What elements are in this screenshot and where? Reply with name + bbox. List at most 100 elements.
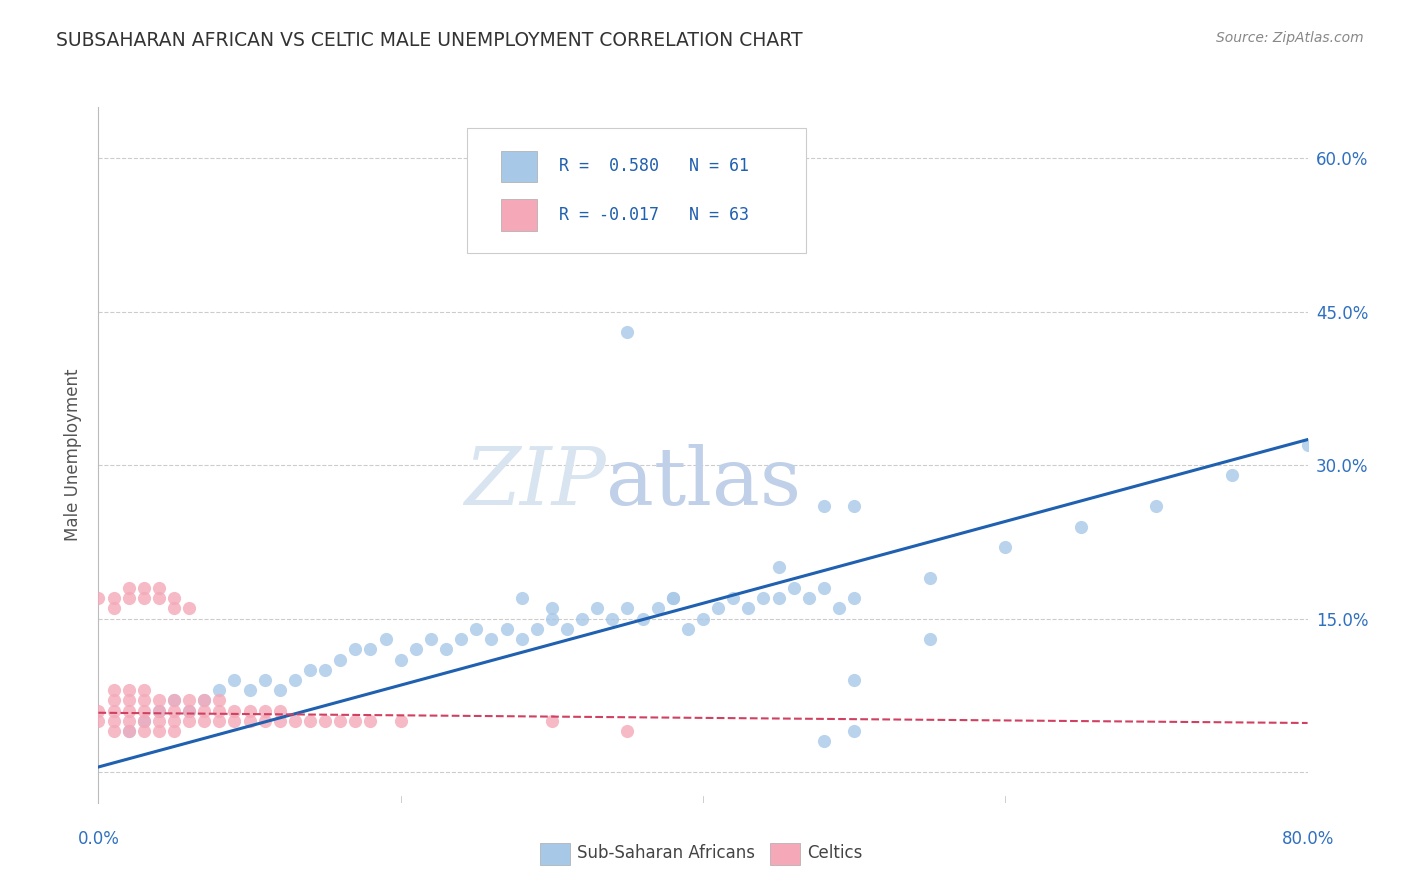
Point [118, 704, 141, 718]
Point [87, 714, 110, 728]
Point [103, 601, 125, 615]
Point [132, 591, 155, 606]
Point [662, 591, 685, 606]
Point [284, 714, 307, 728]
Point [540, 714, 562, 728]
Point [208, 704, 231, 718]
Text: Sub-Saharan Africans: Sub-Saharan Africans [578, 844, 755, 862]
Text: R =  0.580   N = 61: R = 0.580 N = 61 [560, 157, 749, 175]
Y-axis label: Male Unemployment: Male Unemployment [65, 368, 83, 541]
Point [193, 704, 215, 718]
Point [118, 581, 141, 595]
Point [239, 714, 262, 728]
Point [148, 581, 170, 595]
Point [752, 591, 775, 606]
Point [344, 714, 367, 728]
Point [118, 724, 141, 739]
Point [360, 714, 382, 728]
Point [1220, 468, 1243, 483]
Point [163, 601, 186, 615]
Text: atlas: atlas [606, 443, 801, 522]
Text: 0.0%: 0.0% [77, 830, 120, 847]
Point [179, 714, 201, 728]
Point [193, 714, 215, 728]
Point [918, 632, 941, 646]
Point [148, 704, 170, 718]
Point [224, 673, 246, 687]
Point [87, 591, 110, 606]
Point [163, 591, 186, 606]
Point [179, 704, 201, 718]
Point [344, 642, 367, 657]
Point [148, 693, 170, 707]
Point [737, 601, 759, 615]
Point [918, 571, 941, 585]
Point [299, 714, 322, 728]
Point [631, 612, 654, 626]
Point [813, 734, 835, 748]
Point [844, 591, 866, 606]
Point [253, 714, 276, 728]
FancyBboxPatch shape [769, 843, 800, 865]
FancyBboxPatch shape [501, 151, 537, 182]
Point [269, 714, 291, 728]
Point [844, 673, 866, 687]
Point [179, 704, 201, 718]
Point [253, 704, 276, 718]
Point [148, 714, 170, 728]
Point [586, 601, 609, 615]
Point [132, 714, 155, 728]
Point [118, 724, 141, 739]
Point [797, 591, 820, 606]
Point [103, 704, 125, 718]
Point [360, 642, 382, 657]
Point [239, 683, 262, 698]
Point [132, 683, 155, 698]
Point [405, 642, 427, 657]
Point [148, 591, 170, 606]
Point [616, 601, 638, 615]
Point [163, 714, 186, 728]
Point [768, 591, 790, 606]
Point [510, 632, 533, 646]
Text: ZIP: ZIP [464, 444, 606, 522]
Point [813, 581, 835, 595]
FancyBboxPatch shape [501, 199, 537, 230]
Point [163, 704, 186, 718]
Point [602, 612, 624, 626]
Point [284, 673, 307, 687]
Point [329, 714, 352, 728]
Point [208, 683, 231, 698]
Point [179, 601, 201, 615]
Point [723, 591, 745, 606]
Point [707, 601, 730, 615]
Point [329, 652, 352, 666]
Point [132, 714, 155, 728]
Point [389, 714, 412, 728]
Point [616, 724, 638, 739]
Point [269, 683, 291, 698]
Point [994, 540, 1017, 554]
Text: SUBSAHARAN AFRICAN VS CELTIC MALE UNEMPLOYMENT CORRELATION CHART: SUBSAHARAN AFRICAN VS CELTIC MALE UNEMPL… [56, 31, 803, 50]
Point [314, 714, 336, 728]
Point [813, 499, 835, 513]
Point [495, 622, 517, 636]
Text: Celtics: Celtics [807, 844, 862, 862]
Point [239, 704, 262, 718]
Point [163, 724, 186, 739]
Point [148, 724, 170, 739]
Point [676, 622, 699, 636]
Point [647, 601, 669, 615]
Point [118, 693, 141, 707]
Point [163, 693, 186, 707]
Point [224, 704, 246, 718]
Point [662, 591, 685, 606]
Point [1296, 438, 1319, 452]
Point [118, 591, 141, 606]
Point [389, 652, 412, 666]
Point [148, 704, 170, 718]
Point [481, 632, 503, 646]
Point [420, 632, 443, 646]
Point [783, 581, 806, 595]
Point [555, 622, 578, 636]
